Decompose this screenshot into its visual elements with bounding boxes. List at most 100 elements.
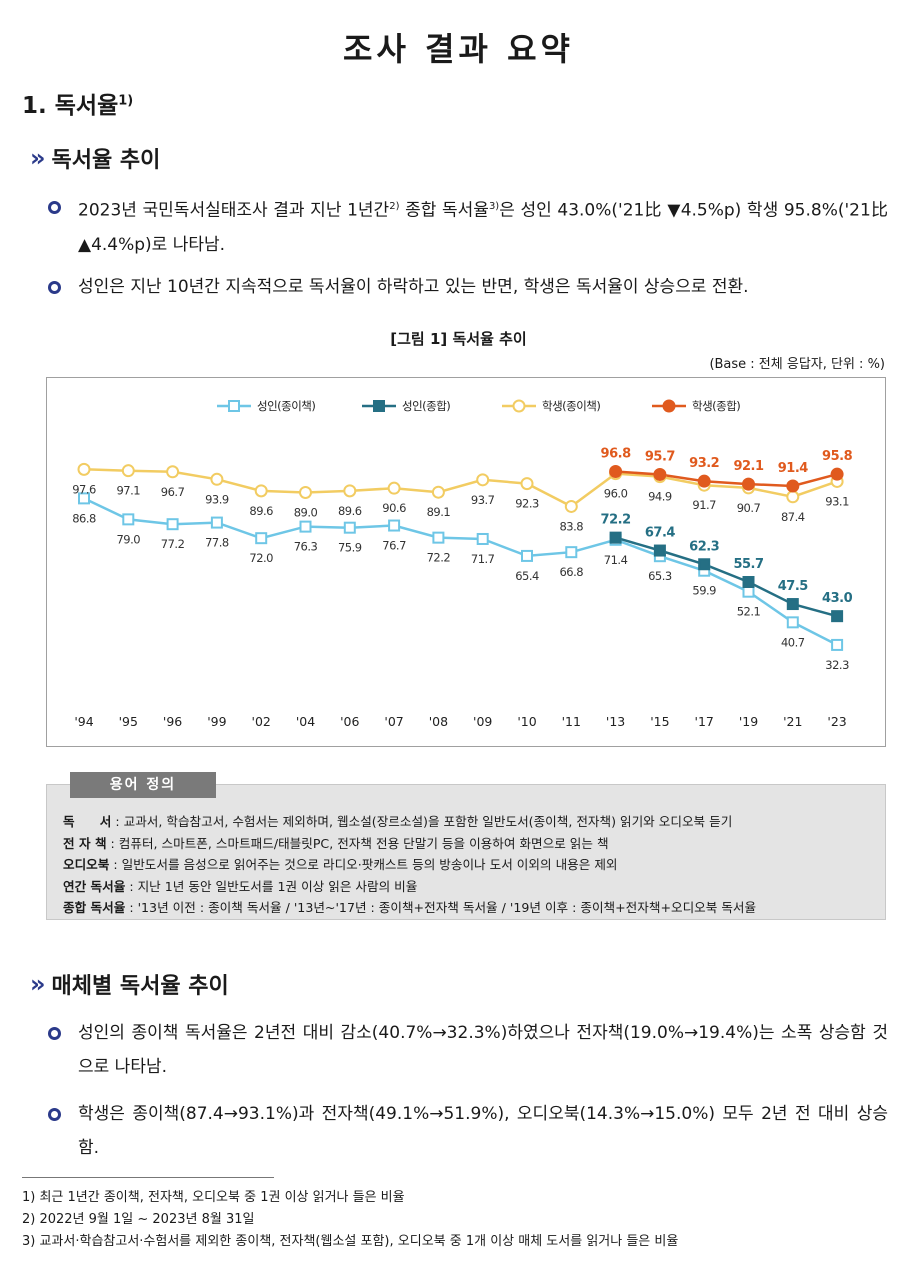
data-point [742,585,755,598]
data-point [521,549,533,562]
data-label: 72.2 [427,551,451,565]
data-label: 83.8 [559,519,583,533]
data-label: 43.0 [822,591,853,606]
data-label: 93.7 [471,493,495,507]
data-label: 91.7 [692,498,716,512]
bullet-text: 성인은 지난 10년간 지속적으로 독서율이 하락하고 있는 반면, 학생은 독… [78,277,749,297]
bullet-item: 학생은 종이책(87.4→93.1%)과 전자책(49.1%→51.9%), 오… [48,1097,888,1165]
data-point [609,531,622,544]
bullet-icon [48,201,61,214]
data-label: 62.3 [689,539,720,554]
data-label: 52.1 [737,605,761,619]
x-tick-label: '95 [119,714,138,729]
subheading-title: 매체별 독서율 추이 [51,974,229,999]
terms-box: 독 서 : 교과서, 학습참고서, 수험서는 제외하며, 웹소설(장르소설)을 … [46,784,886,920]
data-label: 93.9 [205,492,229,506]
term-row: 연간 독서율 : 지난 1년 동안 일반도서를 1권 이상 읽은 사람의 비율 [63,878,418,894]
data-point [387,481,401,495]
data-point [476,473,490,487]
x-tick-label: '04 [296,714,315,729]
x-tick-label: '15 [650,714,669,729]
bullet-item: 2023년 국민독서실태조사 결과 지난 1년간2) 종합 독서율3)은 성인 … [48,190,888,262]
data-label: 95.7 [645,449,676,464]
bullet-text: 학생은 종이책(87.4→93.1%)과 전자책(49.1%→51.9%), 오… [78,1104,888,1158]
data-label: 90.7 [737,501,761,515]
x-tick-label: '02 [252,714,271,729]
bullet-icon [48,281,61,294]
line-chart: 86.8 79.0 77.2 77.8 72.0 76.3 75.9 76.7 72.2 71.7… [72,399,853,729]
data-label: 67.4 [645,526,676,541]
legend-label: 성인(종이책) [257,399,315,413]
bullet-item: 성인은 지난 10년간 지속적으로 독서율이 하락하고 있는 반면, 학생은 독… [48,270,888,304]
data-point [830,467,844,481]
data-label: 97.6 [72,482,96,496]
data-point [343,521,356,534]
chart-frame: 86.8 79.0 77.2 77.8 72.0 76.3 75.9 76.7 72.2 71.7… [46,377,886,747]
data-label: 76.7 [382,539,406,553]
data-point [254,484,268,498]
data-label: 77.2 [161,537,185,551]
data-label: 47.5 [778,579,809,594]
data-label: 86.8 [72,511,96,525]
data-point [432,531,445,544]
data-label: 72.2 [601,513,631,528]
data-point [343,484,357,498]
data-label: 92.1 [733,459,764,474]
data-label: 55.7 [733,557,764,572]
terms-tab: 용어 정의 [70,772,216,798]
data-point [476,532,489,545]
x-tick-label: '07 [384,714,403,729]
data-label: 96.8 [601,446,632,461]
data-label: 96.0 [604,487,628,501]
data-point [653,467,667,481]
data-point [742,576,755,589]
x-tick-label: '08 [429,714,448,729]
data-label: 91.4 [778,461,809,476]
x-tick-label: '23 [827,714,846,729]
data-point [831,610,844,623]
data-point [122,513,135,526]
bullet-icon [48,1027,61,1040]
data-point [210,472,224,486]
bullet-item: 성인의 종이책 독서율은 2년전 대비 감소(40.7%→32.3%)하였으나 … [48,1016,888,1084]
series-line-3 [615,470,838,488]
footnote: 3) 교과서·학습참고서·수험서를 제외한 종이책, 전자책(웹소설 포함), … [22,1234,679,1249]
data-label: 40.7 [781,635,805,649]
legend-marker [662,399,676,413]
data-point [388,519,401,532]
figure-unit: (Base : 전체 응답자, 단위 : %) [709,357,885,372]
series-line-0 [83,497,838,647]
legend-marker [373,400,385,412]
subheading-title: 독서율 추이 [51,148,161,173]
data-label: 66.8 [559,565,583,579]
terms-list: 독 서 : 교과서, 학습참고서, 수험서는 제외하며, 웹소설(장르소설)을 … [63,811,756,919]
data-point [786,598,799,611]
footnote: 2) 2022년 9월 1일 ~ 2023년 8월 31일 [22,1212,255,1227]
section-title: 1. 독서율 [22,93,119,119]
data-point [742,477,755,491]
data-point [609,464,623,478]
series-line-1 [615,536,838,618]
data-point [299,485,312,499]
legend-marker [228,400,240,412]
data-label: 65.4 [515,569,539,583]
data-label: 89.6 [249,504,273,518]
page-title: 조사 결과 요약 [343,30,574,68]
subheading-media-trend: » 매체별 독서율 추이 [30,968,229,1000]
data-label: 32.3 [825,658,849,672]
data-point [831,638,844,651]
data-point [77,462,91,476]
x-tick-label: '94 [74,714,93,729]
term-row: 독 서 : 교과서, 학습참고서, 수험서는 제외하며, 웹소설(장르소설)을 … [63,814,733,829]
data-point [786,479,800,493]
data-point [565,546,578,559]
data-point [166,518,179,531]
data-point [166,465,180,479]
data-point [786,490,800,504]
bullet-text: 2023년 국민독서실태조사 결과 지난 1년간2) 종합 독서율3)은 성인 … [78,200,889,255]
x-tick-label: '11 [562,714,581,729]
subheading-reading-trend: » 독서율 추이 [30,142,160,174]
bullet-text: 성인의 종이책 독서율은 2년전 대비 감소(40.7%→32.3%)하였으나 … [78,1023,888,1077]
data-label: 95.8 [822,449,853,464]
footnote-divider [22,1177,274,1178]
